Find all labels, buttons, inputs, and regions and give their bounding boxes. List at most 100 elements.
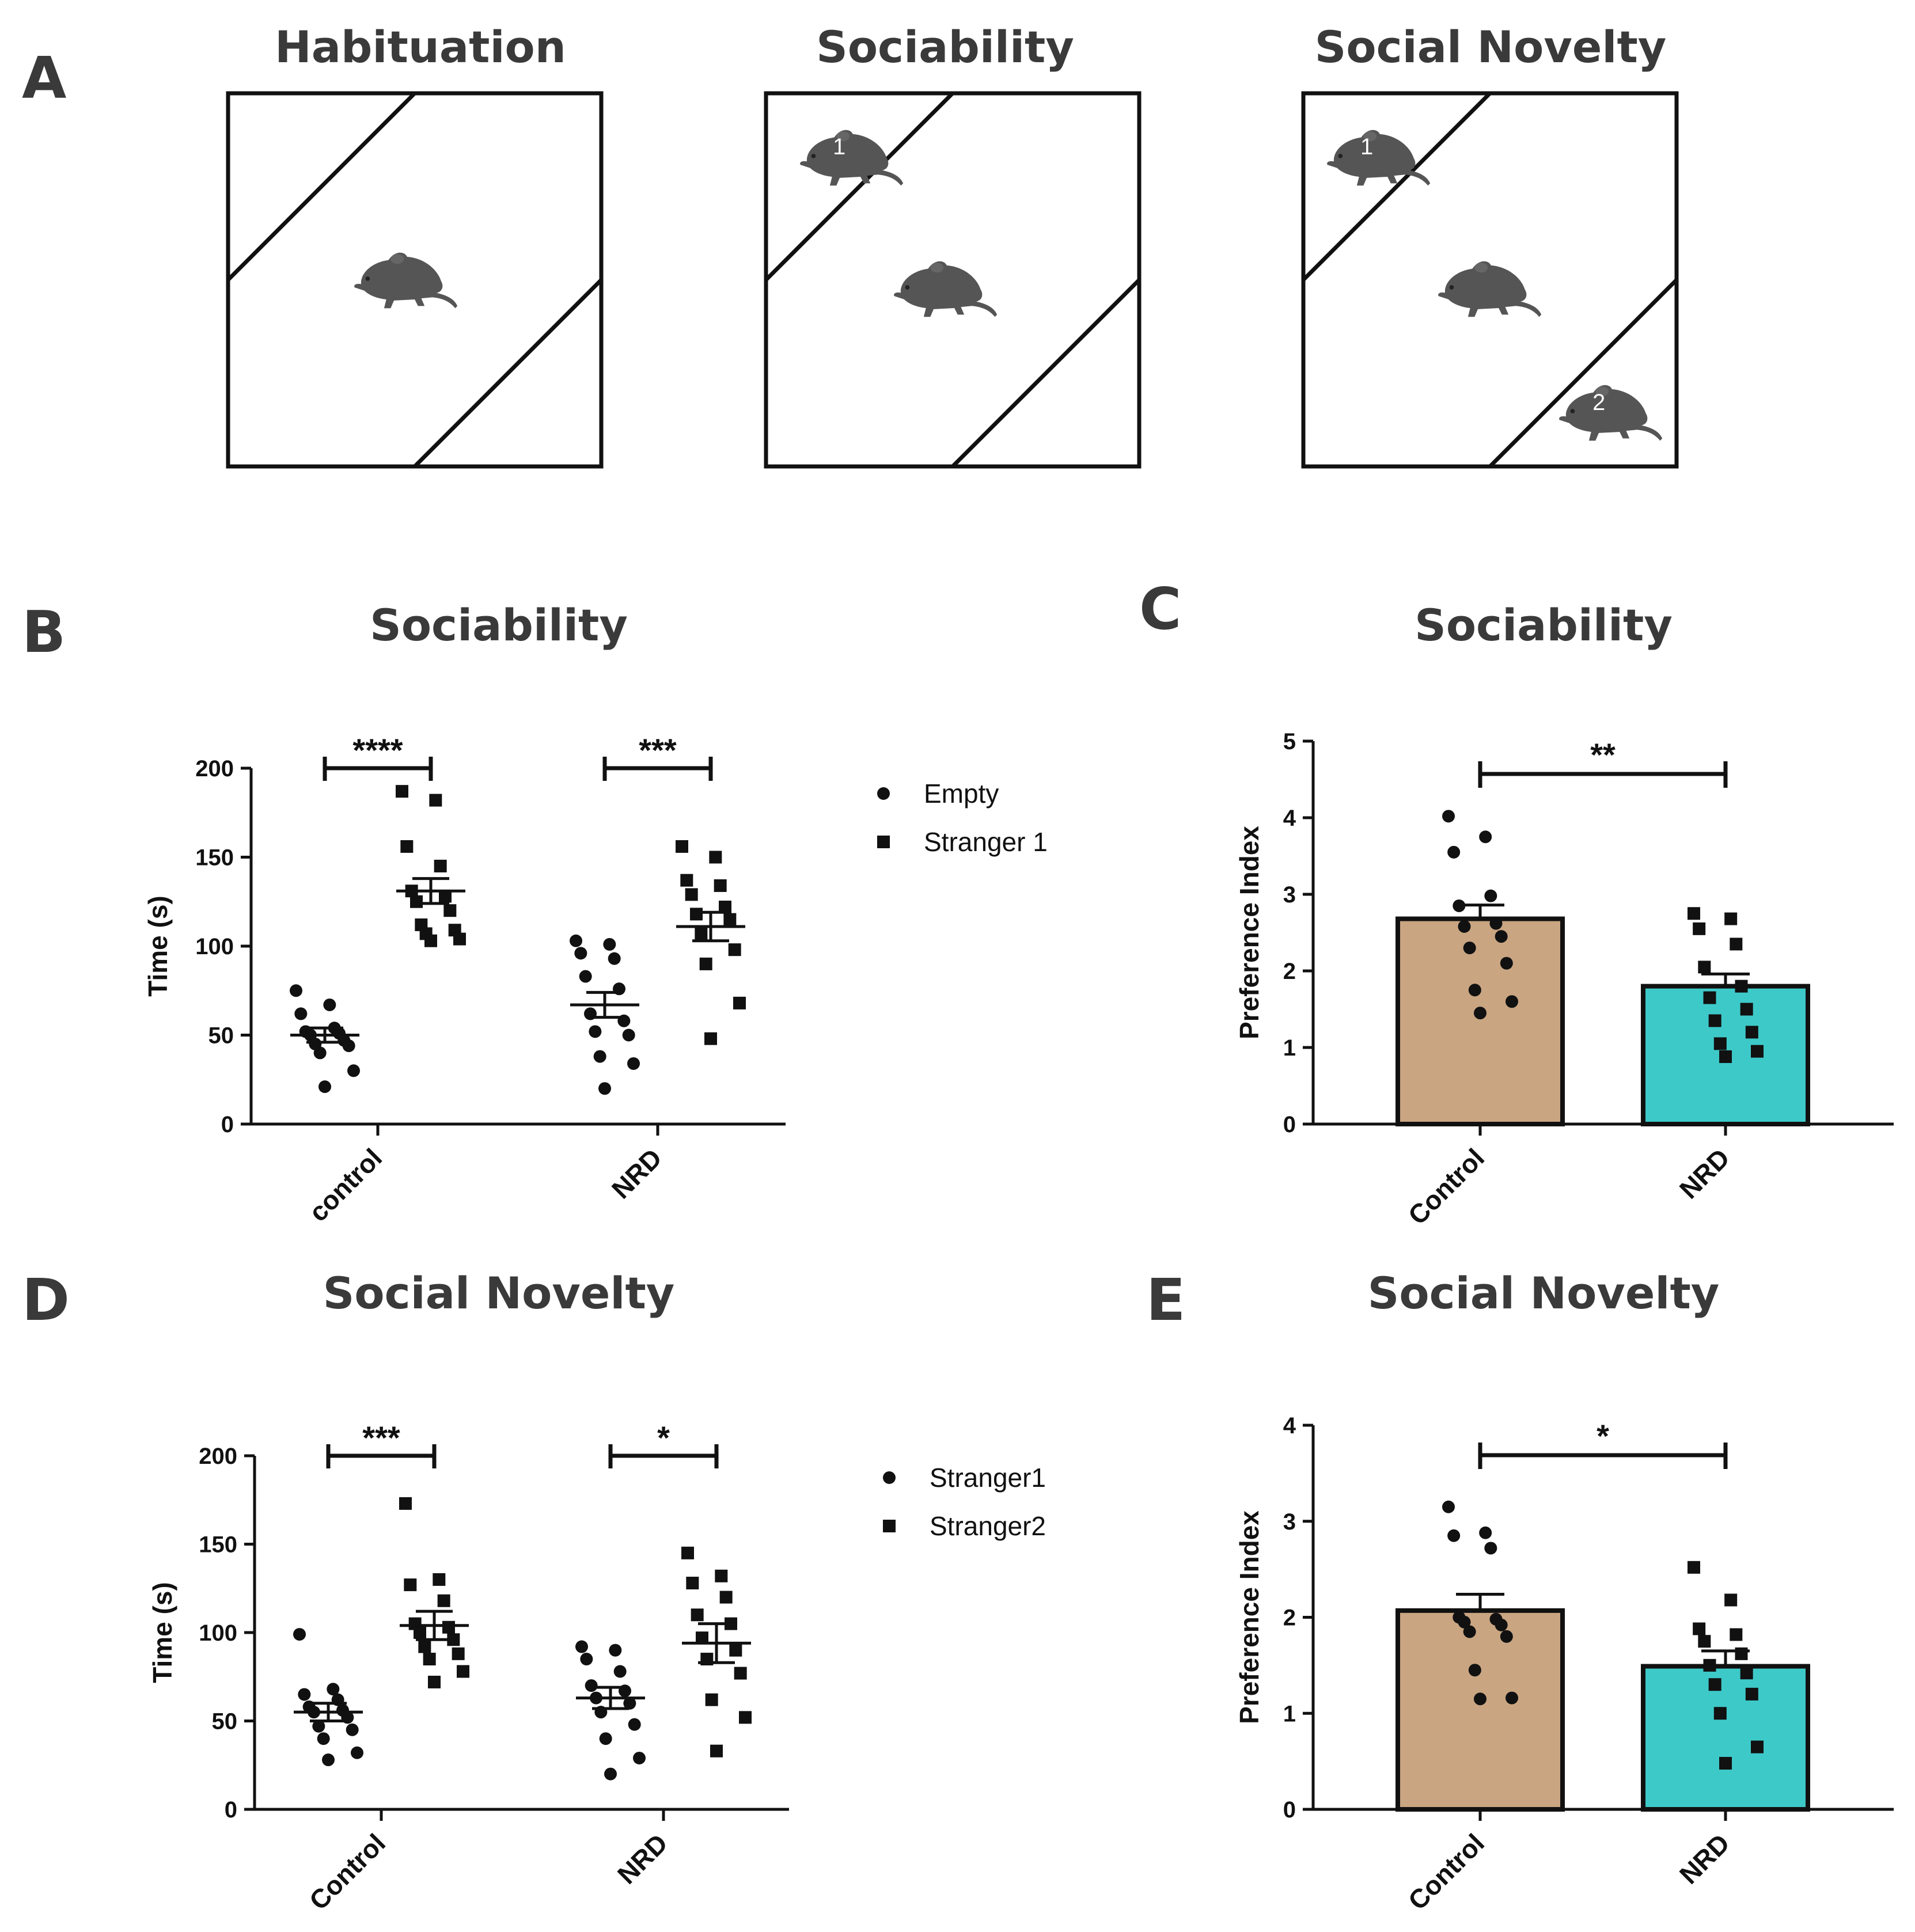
- chart-b-point: [453, 932, 466, 946]
- stranger-1-mouse-icon: [1327, 130, 1431, 186]
- chart-c-point: [1506, 995, 1518, 1008]
- chamber-sociability: 1: [764, 91, 1142, 469]
- panel-b-title: Sociability: [370, 599, 628, 651]
- chart-c-point: [1447, 845, 1461, 859]
- chart-d-point: [433, 1573, 446, 1586]
- test-mouse-icon: [1438, 261, 1542, 317]
- chart-d-point: [452, 1647, 465, 1660]
- chart-b-point: [443, 904, 457, 917]
- chart-b-point: [574, 947, 587, 960]
- chart-e-point: [1698, 1635, 1711, 1648]
- chart-c-point: [1453, 899, 1466, 912]
- chart-e-bar: [1396, 1608, 1565, 1812]
- chart-d-point: [351, 1746, 363, 1759]
- chart-b-significance-label: ****: [352, 732, 403, 768]
- chart-d-point: [623, 1696, 636, 1710]
- chart-e-point: [1474, 1692, 1487, 1706]
- chart-c-bar: [1396, 916, 1565, 1127]
- stranger-2-mouse-icon: [1559, 385, 1663, 441]
- chart-d-point: [457, 1665, 469, 1678]
- chart-d-point: [585, 1679, 598, 1692]
- chart-e-y-tick-label: 4: [1283, 1413, 1296, 1438]
- chart-d-x-category-label: Control: [304, 1828, 391, 1915]
- chart-d-legend-point: [883, 1520, 896, 1532]
- chart-d-point: [447, 1633, 460, 1646]
- chart-c-y-tick-label: 1: [1283, 1035, 1296, 1061]
- chart-d-point: [346, 1723, 359, 1736]
- chart-b-point: [400, 840, 414, 853]
- chart-b-point: [685, 888, 698, 901]
- chart-c-point: [1713, 1037, 1727, 1050]
- chart-e-point: [1751, 1740, 1764, 1753]
- panel-label-a: A: [22, 44, 66, 112]
- chart-d-y-axis-label: Time (s): [147, 1582, 177, 1683]
- chart-e-point: [1447, 1529, 1461, 1542]
- chart-b-point: [714, 879, 727, 892]
- chart-b-point: [690, 908, 703, 921]
- chart-d-point: [715, 1569, 728, 1582]
- chart-d-point: [293, 1628, 306, 1641]
- chart-b-point: [709, 851, 722, 864]
- chart-d-legend-label: Stranger2: [930, 1511, 1046, 1541]
- chart-b-point: [719, 901, 731, 914]
- chart-d-point: [580, 1653, 593, 1666]
- chart-e-point: [1708, 1678, 1721, 1691]
- chart-d-point: [739, 1711, 752, 1724]
- chart-c-point: [1474, 1007, 1487, 1020]
- chart-e-point: [1703, 1658, 1716, 1672]
- chart-e-point: [1506, 1691, 1518, 1705]
- chart-c-point: [1500, 956, 1513, 970]
- chart-d-point: [312, 1720, 325, 1733]
- chart-d-point: [686, 1577, 699, 1590]
- chart-d-point: [710, 1744, 723, 1758]
- chart-c-point: [1468, 984, 1481, 997]
- chart-b-legend-label: Empty: [924, 779, 999, 809]
- chart-b-significance-label: ***: [639, 732, 677, 768]
- chart-e-point: [1484, 1542, 1497, 1555]
- chart-d-point: [418, 1640, 431, 1653]
- chart-c-point: [1688, 907, 1700, 920]
- chart-e-x-category-label: NRD: [1674, 1828, 1735, 1889]
- chart-c-point: [1730, 937, 1743, 951]
- chart-b-point: [723, 913, 737, 926]
- chart-d-y-tick-label: 200: [199, 1444, 237, 1469]
- chart-c-point: [1693, 922, 1706, 935]
- chart-b-x-category-label: NRD: [606, 1143, 668, 1204]
- panel-label-c: C: [1139, 575, 1181, 643]
- chart-b-y-axis-label: Time (s): [143, 895, 173, 997]
- chart-e-y-tick-label: 1: [1283, 1701, 1296, 1726]
- chart-b-point: [593, 1050, 606, 1063]
- chart-b-point: [627, 1057, 640, 1070]
- chart-d-point: [696, 1631, 708, 1645]
- chart-d-y-tick-label: 0: [225, 1797, 237, 1823]
- chamber-social-novelty: 1 2: [1301, 91, 1679, 469]
- chart-e-y-tick-label: 0: [1283, 1797, 1296, 1823]
- chart-c-point: [1489, 917, 1503, 930]
- chart-b-legend-point: [877, 836, 890, 848]
- chart-d-legend-point: [883, 1471, 896, 1484]
- chart-d-significance-label: *: [657, 1419, 670, 1456]
- chart-d-point: [423, 1653, 436, 1666]
- test-mouse-icon: [354, 252, 458, 309]
- chart-b-point: [434, 859, 447, 872]
- chart-b-point: [290, 984, 302, 997]
- chart-b-y-tick-label: 150: [195, 845, 234, 871]
- chart-b-point: [704, 1032, 717, 1045]
- chart-b-point: [410, 895, 423, 908]
- chart-b-y-tick-label: 200: [195, 756, 234, 781]
- chart-e-point: [1719, 1756, 1732, 1770]
- chart-b-legend-label: Stranger 1: [924, 827, 1048, 857]
- chart-b-y-tick-label: 0: [221, 1112, 234, 1137]
- chart-b-point: [680, 874, 693, 887]
- chart-b-point: [622, 1028, 635, 1042]
- chart-b-point: [676, 840, 688, 853]
- chart-b-point: [733, 996, 746, 1009]
- chart-c-point: [1479, 830, 1492, 844]
- chart-b-point: [318, 1080, 331, 1094]
- chart-c-y-tick-label: 2: [1283, 959, 1296, 984]
- chart-b-point: [570, 934, 582, 947]
- chart-e-point: [1730, 1628, 1743, 1641]
